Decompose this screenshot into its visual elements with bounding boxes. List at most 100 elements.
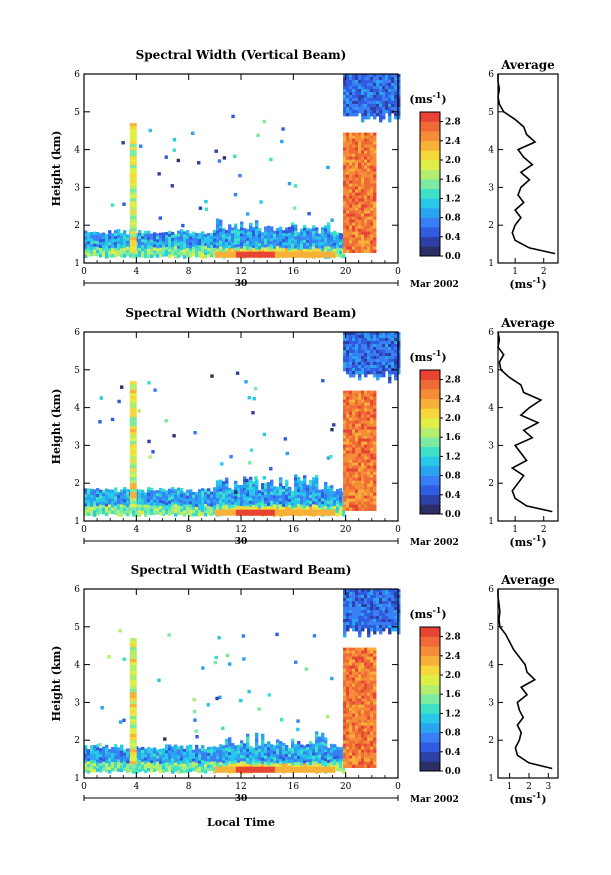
layer-cell [120, 744, 124, 749]
evening-cell [358, 174, 362, 178]
column-cell [129, 740, 137, 744]
cap-cell [379, 95, 383, 99]
cap-cell [382, 359, 386, 363]
evening-cell [364, 737, 368, 741]
cap-cell [367, 92, 371, 96]
layer-cell [114, 230, 118, 234]
layer-cell [201, 246, 205, 250]
column-cell [129, 486, 137, 490]
layer-cell [303, 760, 307, 764]
layer-cell [240, 752, 244, 756]
layer-cell [90, 250, 94, 254]
cap-cell [397, 362, 401, 366]
layer-cell [108, 492, 112, 496]
surface-cell [262, 509, 267, 516]
layer-cell [252, 504, 256, 509]
layer-cell [180, 505, 184, 510]
layer-cell [138, 492, 142, 496]
layer-cell [84, 245, 88, 249]
cap-cell [346, 77, 350, 81]
layer-cell [252, 230, 256, 234]
column-cell [129, 755, 137, 759]
column-cell [129, 222, 137, 226]
layer-cell [285, 756, 289, 761]
cap-cell [382, 344, 386, 348]
layer-cell [258, 239, 262, 244]
evening-cell [346, 189, 350, 193]
evening-cell [364, 228, 368, 232]
evening-cell [346, 674, 350, 678]
evening-cell [358, 749, 362, 753]
cap-cell [379, 374, 383, 378]
layer-cell [165, 247, 169, 251]
layer-cell [126, 766, 130, 770]
evening-cell [352, 489, 356, 493]
cap-cell [367, 344, 371, 348]
layer-cell [120, 507, 124, 511]
evening-cell [370, 216, 374, 220]
evening-cell [355, 168, 359, 172]
cap-cell [397, 98, 401, 102]
evening-cell [367, 246, 371, 250]
layer-cell [300, 234, 304, 239]
layer-cell [153, 496, 157, 500]
layer-cell [249, 764, 253, 768]
layer-cell [153, 235, 157, 239]
evening-cell [361, 471, 365, 475]
layer-cell [258, 751, 262, 756]
layer-cell [297, 758, 301, 763]
layer-cell [147, 753, 151, 757]
evening-cell [355, 165, 359, 169]
layer-cell [180, 232, 184, 236]
cap-cell [370, 113, 374, 117]
layer-cell [192, 491, 196, 496]
evening-cell [361, 222, 365, 226]
evening-cell [349, 674, 353, 678]
layer-cell [162, 503, 166, 508]
cap-cell [358, 371, 362, 375]
layer-cell [321, 227, 325, 231]
evening-cell [355, 713, 359, 717]
evening-cell [346, 665, 350, 669]
cap-cell [391, 80, 395, 84]
layer-cell [156, 764, 160, 769]
layer-cell [96, 238, 100, 242]
layer-cell [306, 227, 310, 232]
cap-cell [358, 335, 362, 339]
evening-cell [355, 150, 359, 154]
layer-cell [261, 507, 265, 511]
layer-cell [177, 770, 181, 774]
surface-cell [283, 251, 288, 258]
cap-cell [376, 113, 380, 117]
evening-cell [343, 674, 347, 678]
cap-cell [376, 86, 380, 90]
layer-cell [222, 748, 226, 752]
evening-cell [349, 486, 353, 490]
layer-cell [108, 770, 112, 774]
column-cell [129, 653, 137, 657]
evening-cell [370, 177, 374, 181]
evening-cell [343, 695, 347, 699]
layer-cell [297, 486, 301, 490]
surface-cell [253, 251, 258, 258]
layer-cell [171, 243, 175, 248]
evening-cell [364, 650, 368, 654]
layer-cell [93, 748, 97, 752]
layer-cell [225, 483, 229, 487]
cap-cell [367, 95, 371, 99]
cap-cell [391, 74, 395, 78]
sparse-cell [238, 173, 242, 178]
cap-cell [346, 607, 350, 611]
evening-cell [349, 507, 353, 511]
layer-cell [324, 752, 328, 756]
layer-cell [108, 495, 112, 499]
layer-cell [186, 504, 190, 509]
evening-cell [346, 677, 350, 681]
evening-cell [343, 447, 347, 451]
layer-cell [159, 488, 163, 492]
layer-cell [201, 240, 205, 244]
layer-cell [201, 751, 205, 755]
layer-cell [273, 763, 277, 767]
x-tick-label: 0 [395, 525, 401, 535]
cap-cell [364, 374, 368, 378]
